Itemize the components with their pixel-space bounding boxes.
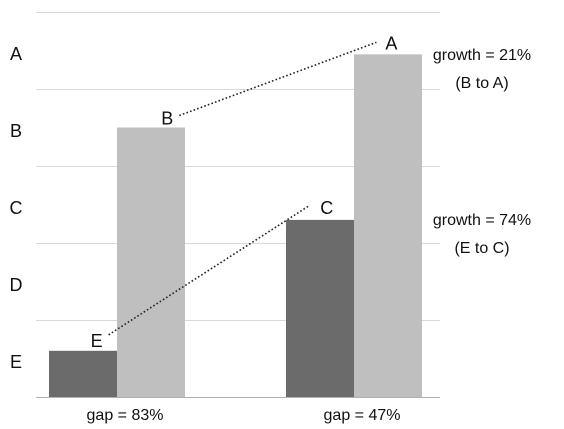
connector-e-c xyxy=(108,205,310,336)
gap-label-2: gap = 47% xyxy=(324,407,401,424)
y-tick-labels: A B C D E xyxy=(10,44,23,372)
bars xyxy=(49,54,422,397)
point-label-a: A xyxy=(385,33,397,53)
growth-top-line2: (B to A) xyxy=(455,75,508,92)
growth-top-line1: growth = 21% xyxy=(433,47,531,64)
y-tick-label: A xyxy=(10,44,22,64)
point-label-c: C xyxy=(320,198,333,218)
bar xyxy=(117,127,185,397)
y-tick-label: C xyxy=(10,198,23,218)
bar xyxy=(286,219,354,397)
bar xyxy=(354,54,422,397)
bar xyxy=(49,350,117,397)
connector-lines xyxy=(108,41,377,336)
gap-label-1: gap = 83% xyxy=(87,407,164,424)
connector-b-a xyxy=(179,41,377,117)
growth-bottom-line1: growth = 74% xyxy=(433,212,531,229)
y-tick-label: E xyxy=(10,352,22,372)
y-tick-label: B xyxy=(10,121,22,141)
point-labels: E B C A xyxy=(91,33,398,350)
point-label-e: E xyxy=(91,331,103,351)
growth-bottom-line2: (E to C) xyxy=(454,240,509,257)
point-label-b: B xyxy=(161,109,173,129)
gridlines xyxy=(36,12,440,398)
y-tick-label: D xyxy=(10,275,23,295)
